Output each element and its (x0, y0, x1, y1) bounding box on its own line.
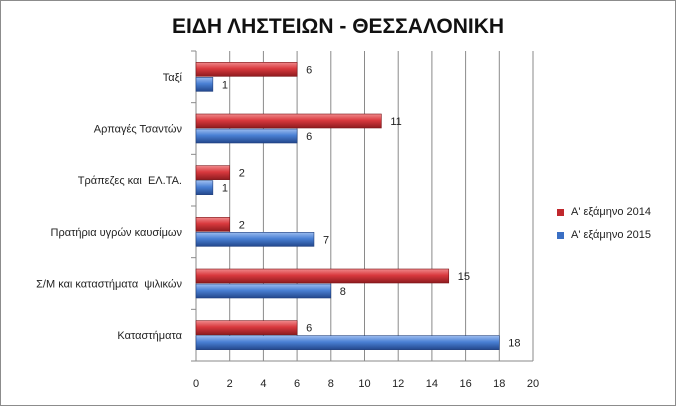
x-tick-label-10: 20 (527, 378, 539, 390)
chart-title: ΕΙΔΗ ΛΗΣΤΕΙΩΝ - ΘΕΣΣΑΛΟΝΙΚΗ (171, 15, 505, 38)
bar-s0-1 (195, 113, 382, 129)
data-label-s1-4: 8 (340, 286, 346, 298)
x-tick-label-9: 18 (493, 378, 505, 390)
x-tick-label-4: 8 (328, 378, 334, 390)
legend-swatch-0 (557, 209, 564, 216)
x-tick-label-0: 0 (193, 378, 199, 390)
bar-s0-0 (195, 62, 298, 77)
bar-s0-3 (195, 217, 231, 232)
bar-s1-2 (195, 180, 214, 195)
legend-label-0: Α' εξάμηνο 2014 (571, 206, 651, 218)
data-label-s0-5: 6 (306, 323, 312, 335)
data-label-s0-2: 2 (239, 168, 245, 180)
bar-s1-3 (195, 232, 315, 247)
bar-s1-5 (195, 335, 500, 350)
data-label-s1-1: 6 (306, 131, 312, 143)
data-label-s0-1: 11 (390, 116, 401, 128)
bar-s1-0 (195, 77, 214, 92)
category-label-2: Τράπεζες και ΕΛ.ΤΑ. (78, 175, 182, 187)
category-label-5: Καταστήματα (117, 330, 182, 342)
x-tick-label-5: 10 (358, 378, 370, 390)
category-label-4: Σ/Μ και καταστήματα ψιλικών (36, 279, 182, 291)
legend-label-1: Α' εξάμηνο 2015 (571, 229, 651, 241)
data-label-s1-3: 7 (323, 234, 329, 246)
data-label-s1-5: 18 (508, 338, 520, 350)
bar-s1-4 (195, 283, 332, 299)
x-tick-label-2: 4 (260, 378, 266, 390)
data-label-s0-0: 6 (306, 64, 312, 76)
data-label-s0-4: 15 (458, 271, 470, 283)
data-label-s1-2: 1 (222, 183, 228, 195)
bar-s0-5 (195, 320, 298, 335)
category-label-3: Πρατήρια υγρών καυσίμων (51, 227, 183, 239)
category-label-0: Ταξί (163, 72, 183, 84)
data-label-s1-0: 1 (222, 79, 228, 91)
x-tick-label-7: 14 (426, 378, 438, 390)
bar-s1-1 (195, 128, 298, 144)
x-tick-label-1: 2 (227, 378, 233, 390)
bar-s0-2 (195, 165, 231, 180)
bar-s0-4 (195, 268, 450, 284)
data-label-s0-3: 2 (239, 219, 245, 231)
x-tick-label-8: 16 (459, 378, 471, 390)
legend-swatch-1 (557, 232, 564, 239)
x-tick-label-3: 6 (294, 378, 300, 390)
category-label-1: Αρπαγές Τσαντών (94, 124, 183, 136)
x-tick-label-6: 12 (392, 378, 404, 390)
